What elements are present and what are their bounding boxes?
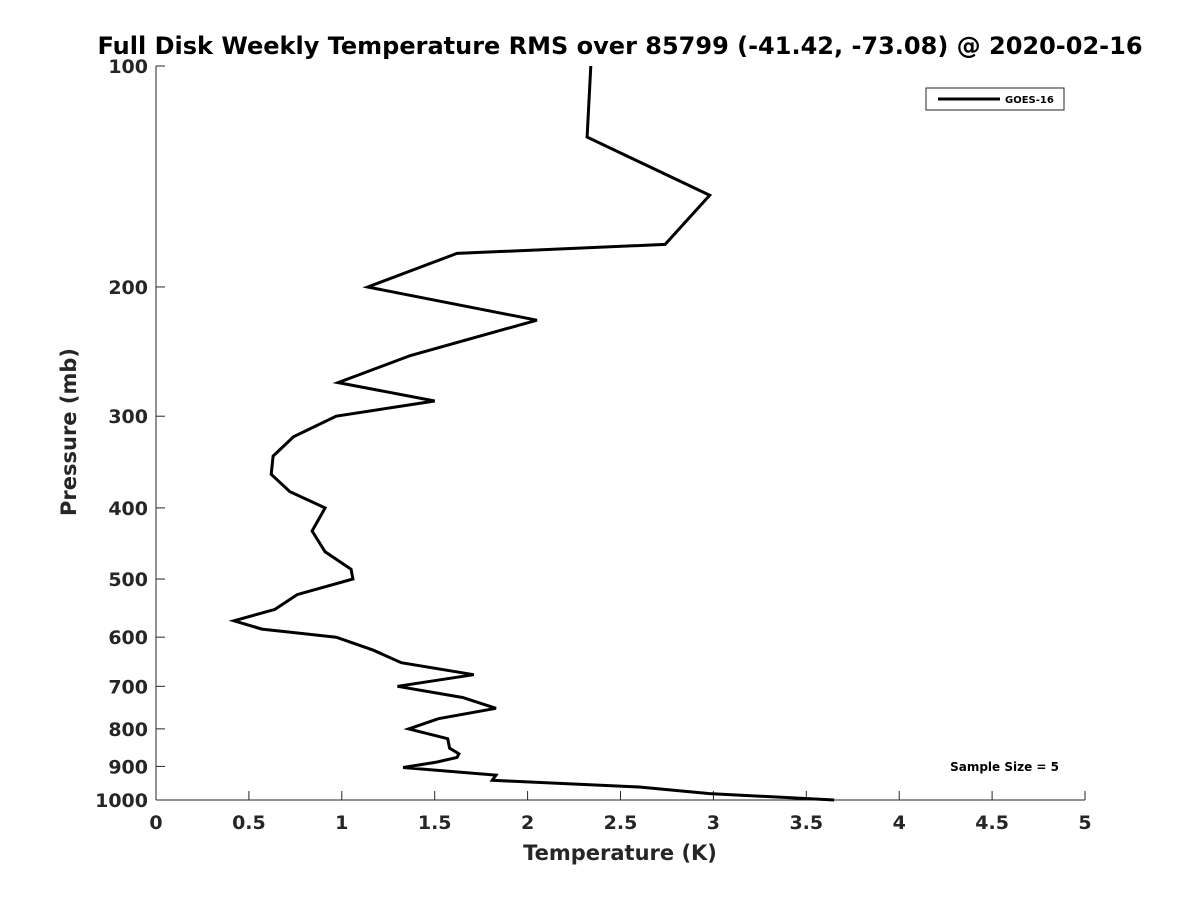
plot-area: 0 0.5 1 1.5 2 2.5 3 3.5 4 4.5 5 100 200 300 400 500 600 7…: [95, 56, 1092, 834]
x-tick-label: 3.5: [789, 812, 823, 834]
legend: GOES-16: [925, 87, 1065, 111]
y-tick-label: 700: [108, 676, 148, 698]
x-tick-label: 2: [521, 812, 534, 834]
y-tick-label: 900: [108, 756, 148, 778]
y-tick-label: 1000: [95, 790, 148, 812]
x-tick-label: 5: [1078, 812, 1091, 834]
y-tick-label: 400: [108, 498, 148, 520]
x-tick-label: 2.5: [604, 812, 638, 834]
x-axis-label: Temperature (K): [523, 841, 717, 865]
sample-size-annotation: Sample Size = 5: [950, 760, 1059, 774]
y-tick-label: 600: [108, 627, 148, 649]
y-tick-label: 800: [108, 719, 148, 741]
y-axis-label: Pressure (mb): [57, 348, 81, 516]
chart-title: Full Disk Weekly Temperature RMS over 85…: [97, 32, 1142, 60]
x-tick-label: 4.5: [975, 812, 1009, 834]
x-tick-label: 1: [335, 812, 348, 834]
x-tick-label: 0: [149, 812, 162, 834]
series-line: [228, 65, 835, 802]
x-tick-label: 0.5: [232, 812, 266, 834]
y-tick-label: 200: [108, 277, 148, 299]
x-tick-label: 3: [707, 812, 720, 834]
legend-label: GOES-16: [1005, 95, 1054, 106]
x-tick-label: 1.5: [418, 812, 452, 834]
y-tick-label: 100: [108, 56, 148, 78]
y-tick-label: 300: [108, 406, 148, 428]
y-tick-label: 500: [108, 569, 148, 591]
x-tick-label: 4: [893, 812, 906, 834]
